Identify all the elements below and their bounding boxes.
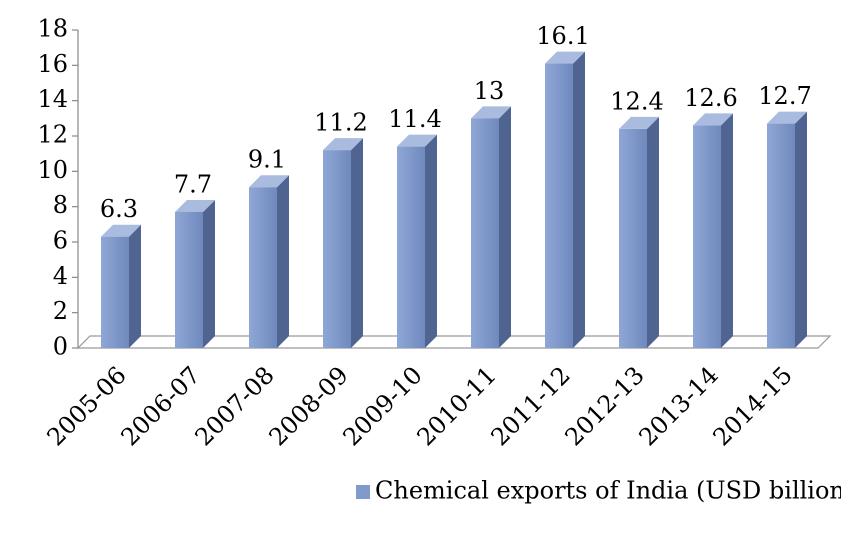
bar-side [277, 175, 289, 348]
x-tick-label: 2007-08 [190, 361, 280, 451]
x-tick-label: 2006-07 [116, 361, 206, 451]
bar-side [499, 106, 511, 348]
bar-side [721, 113, 733, 349]
bar-side [203, 199, 215, 348]
bar-side [351, 138, 363, 348]
data-label: 13 [474, 77, 505, 105]
bar-side [573, 51, 585, 349]
bar [249, 187, 277, 348]
x-tick-label: 2005-06 [42, 361, 132, 451]
bar-side [425, 134, 437, 348]
x-tick-label: 2009-10 [338, 361, 428, 451]
y-tick-label: 6 [53, 227, 68, 255]
data-label: 12.4 [610, 87, 663, 115]
bar-top [101, 224, 141, 237]
data-label: 6.3 [100, 195, 138, 223]
y-tick-label: 8 [53, 191, 68, 219]
bar-side [795, 111, 807, 348]
y-tick-label: 2 [53, 297, 68, 325]
y-tick-label: 0 [53, 333, 68, 361]
bar [619, 128, 647, 348]
y-tick-label: 10 [37, 156, 68, 184]
bar-top [397, 134, 437, 147]
bar-top [323, 138, 363, 151]
bar [101, 236, 129, 348]
bar-top [545, 51, 585, 64]
y-tick-label: 18 [37, 15, 68, 43]
x-tick-label: 2010-11 [412, 361, 502, 451]
data-label: 9.1 [248, 146, 286, 174]
bar [545, 63, 573, 349]
bar-top [767, 111, 807, 124]
y-tick-label: 12 [37, 121, 68, 149]
x-tick-label: 2012-13 [560, 361, 650, 451]
bar [323, 150, 351, 348]
legend-label: Chemical exports of India (USD billion) [375, 477, 841, 505]
bar [471, 118, 499, 348]
bar [397, 146, 425, 348]
x-tick-label: 2011-12 [486, 361, 576, 451]
x-tick-label: 2013-14 [634, 361, 724, 451]
y-tick-label: 4 [53, 262, 68, 290]
bar-top [471, 106, 511, 119]
bar-top [693, 113, 733, 126]
bar [767, 123, 795, 348]
bar-top [175, 199, 215, 212]
bar [175, 211, 203, 348]
data-label: 12.7 [758, 82, 811, 110]
y-tick-label: 14 [37, 85, 68, 113]
data-label: 7.7 [174, 170, 212, 198]
x-tick-label: 2014-15 [708, 361, 798, 451]
bar-side [129, 224, 141, 348]
bar [693, 125, 721, 349]
data-label: 11.2 [314, 109, 367, 137]
bar-top [619, 116, 659, 129]
data-label: 16.1 [536, 22, 589, 50]
x-tick-label: 2008-09 [264, 361, 354, 451]
legend-swatch [356, 485, 370, 499]
data-label: 11.4 [388, 105, 441, 133]
bar-top [249, 175, 289, 188]
data-label: 12.6 [684, 84, 737, 112]
bar-side [647, 116, 659, 348]
y-tick-label: 16 [37, 50, 68, 78]
